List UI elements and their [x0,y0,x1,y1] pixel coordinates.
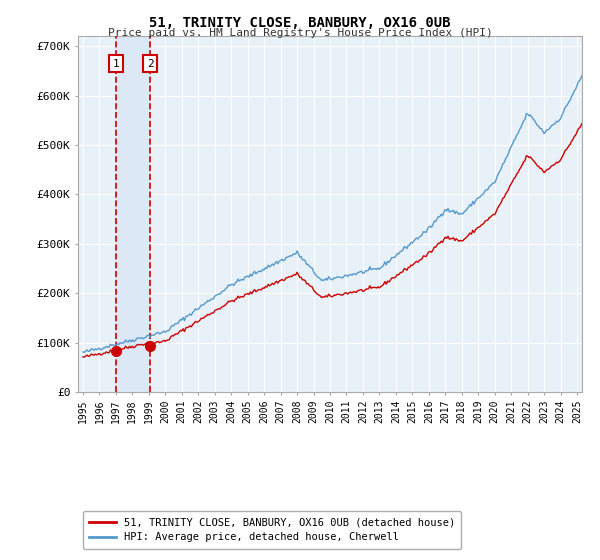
Text: 2: 2 [147,59,154,68]
Legend: 51, TRINITY CLOSE, BANBURY, OX16 0UB (detached house), HPI: Average price, detac: 51, TRINITY CLOSE, BANBURY, OX16 0UB (de… [83,511,461,549]
Text: 51, TRINITY CLOSE, BANBURY, OX16 0UB: 51, TRINITY CLOSE, BANBURY, OX16 0UB [149,16,451,30]
Bar [116,36,150,392]
Text: 1: 1 [113,59,119,68]
Text: Price paid vs. HM Land Registry's House Price Index (HPI): Price paid vs. HM Land Registry's House … [107,28,493,38]
